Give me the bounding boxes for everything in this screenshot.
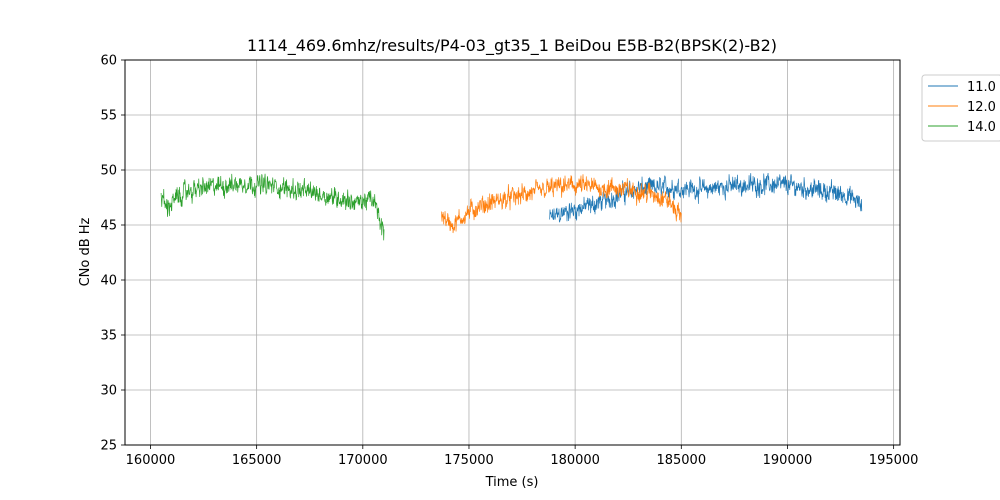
series-line-12-0 bbox=[441, 174, 682, 234]
series-line-14-0 bbox=[160, 173, 385, 241]
grid bbox=[125, 59, 900, 446]
y-tick-label: 50 bbox=[100, 164, 117, 179]
legend-label: 14.0 bbox=[967, 120, 996, 135]
x-tick-label: 160000 bbox=[126, 453, 176, 468]
x-tick-label: 195000 bbox=[869, 453, 919, 468]
legend-frame bbox=[921, 74, 1000, 142]
x-tick-label: 170000 bbox=[338, 453, 388, 468]
series-layer bbox=[160, 173, 863, 241]
x-tick-label: 175000 bbox=[444, 453, 494, 468]
x-axis-label: Time (s) bbox=[485, 475, 539, 490]
x-tick-label: 185000 bbox=[656, 453, 706, 468]
y-tick-label: 30 bbox=[100, 384, 117, 399]
y-axis-label: CNo dB Hz bbox=[78, 217, 93, 286]
x-tick-label: 190000 bbox=[763, 453, 813, 468]
ticks: 160000 165000 170000 175000 180000 185000 1900… bbox=[100, 54, 918, 469]
x-tick-label: 165000 bbox=[232, 453, 282, 468]
x-tick-label: 180000 bbox=[550, 453, 600, 468]
legend-label: 11.0 bbox=[967, 80, 996, 95]
y-tick-label: 60 bbox=[100, 54, 117, 69]
plot-frame bbox=[124, 59, 901, 446]
y-tick-label: 55 bbox=[100, 109, 117, 124]
y-tick-label: 25 bbox=[100, 439, 117, 454]
legend-label: 12.0 bbox=[967, 100, 996, 115]
y-tick-label: 45 bbox=[100, 219, 117, 234]
y-tick-label: 35 bbox=[100, 329, 117, 344]
legend: 11.0 12.0 14.0 bbox=[921, 74, 1000, 142]
chart-title: 1114_469.6mhz/results/P4-03_gt35_1 BeiDo… bbox=[247, 36, 777, 56]
y-tick-label: 40 bbox=[100, 274, 117, 289]
series-line-11-0 bbox=[549, 173, 863, 223]
